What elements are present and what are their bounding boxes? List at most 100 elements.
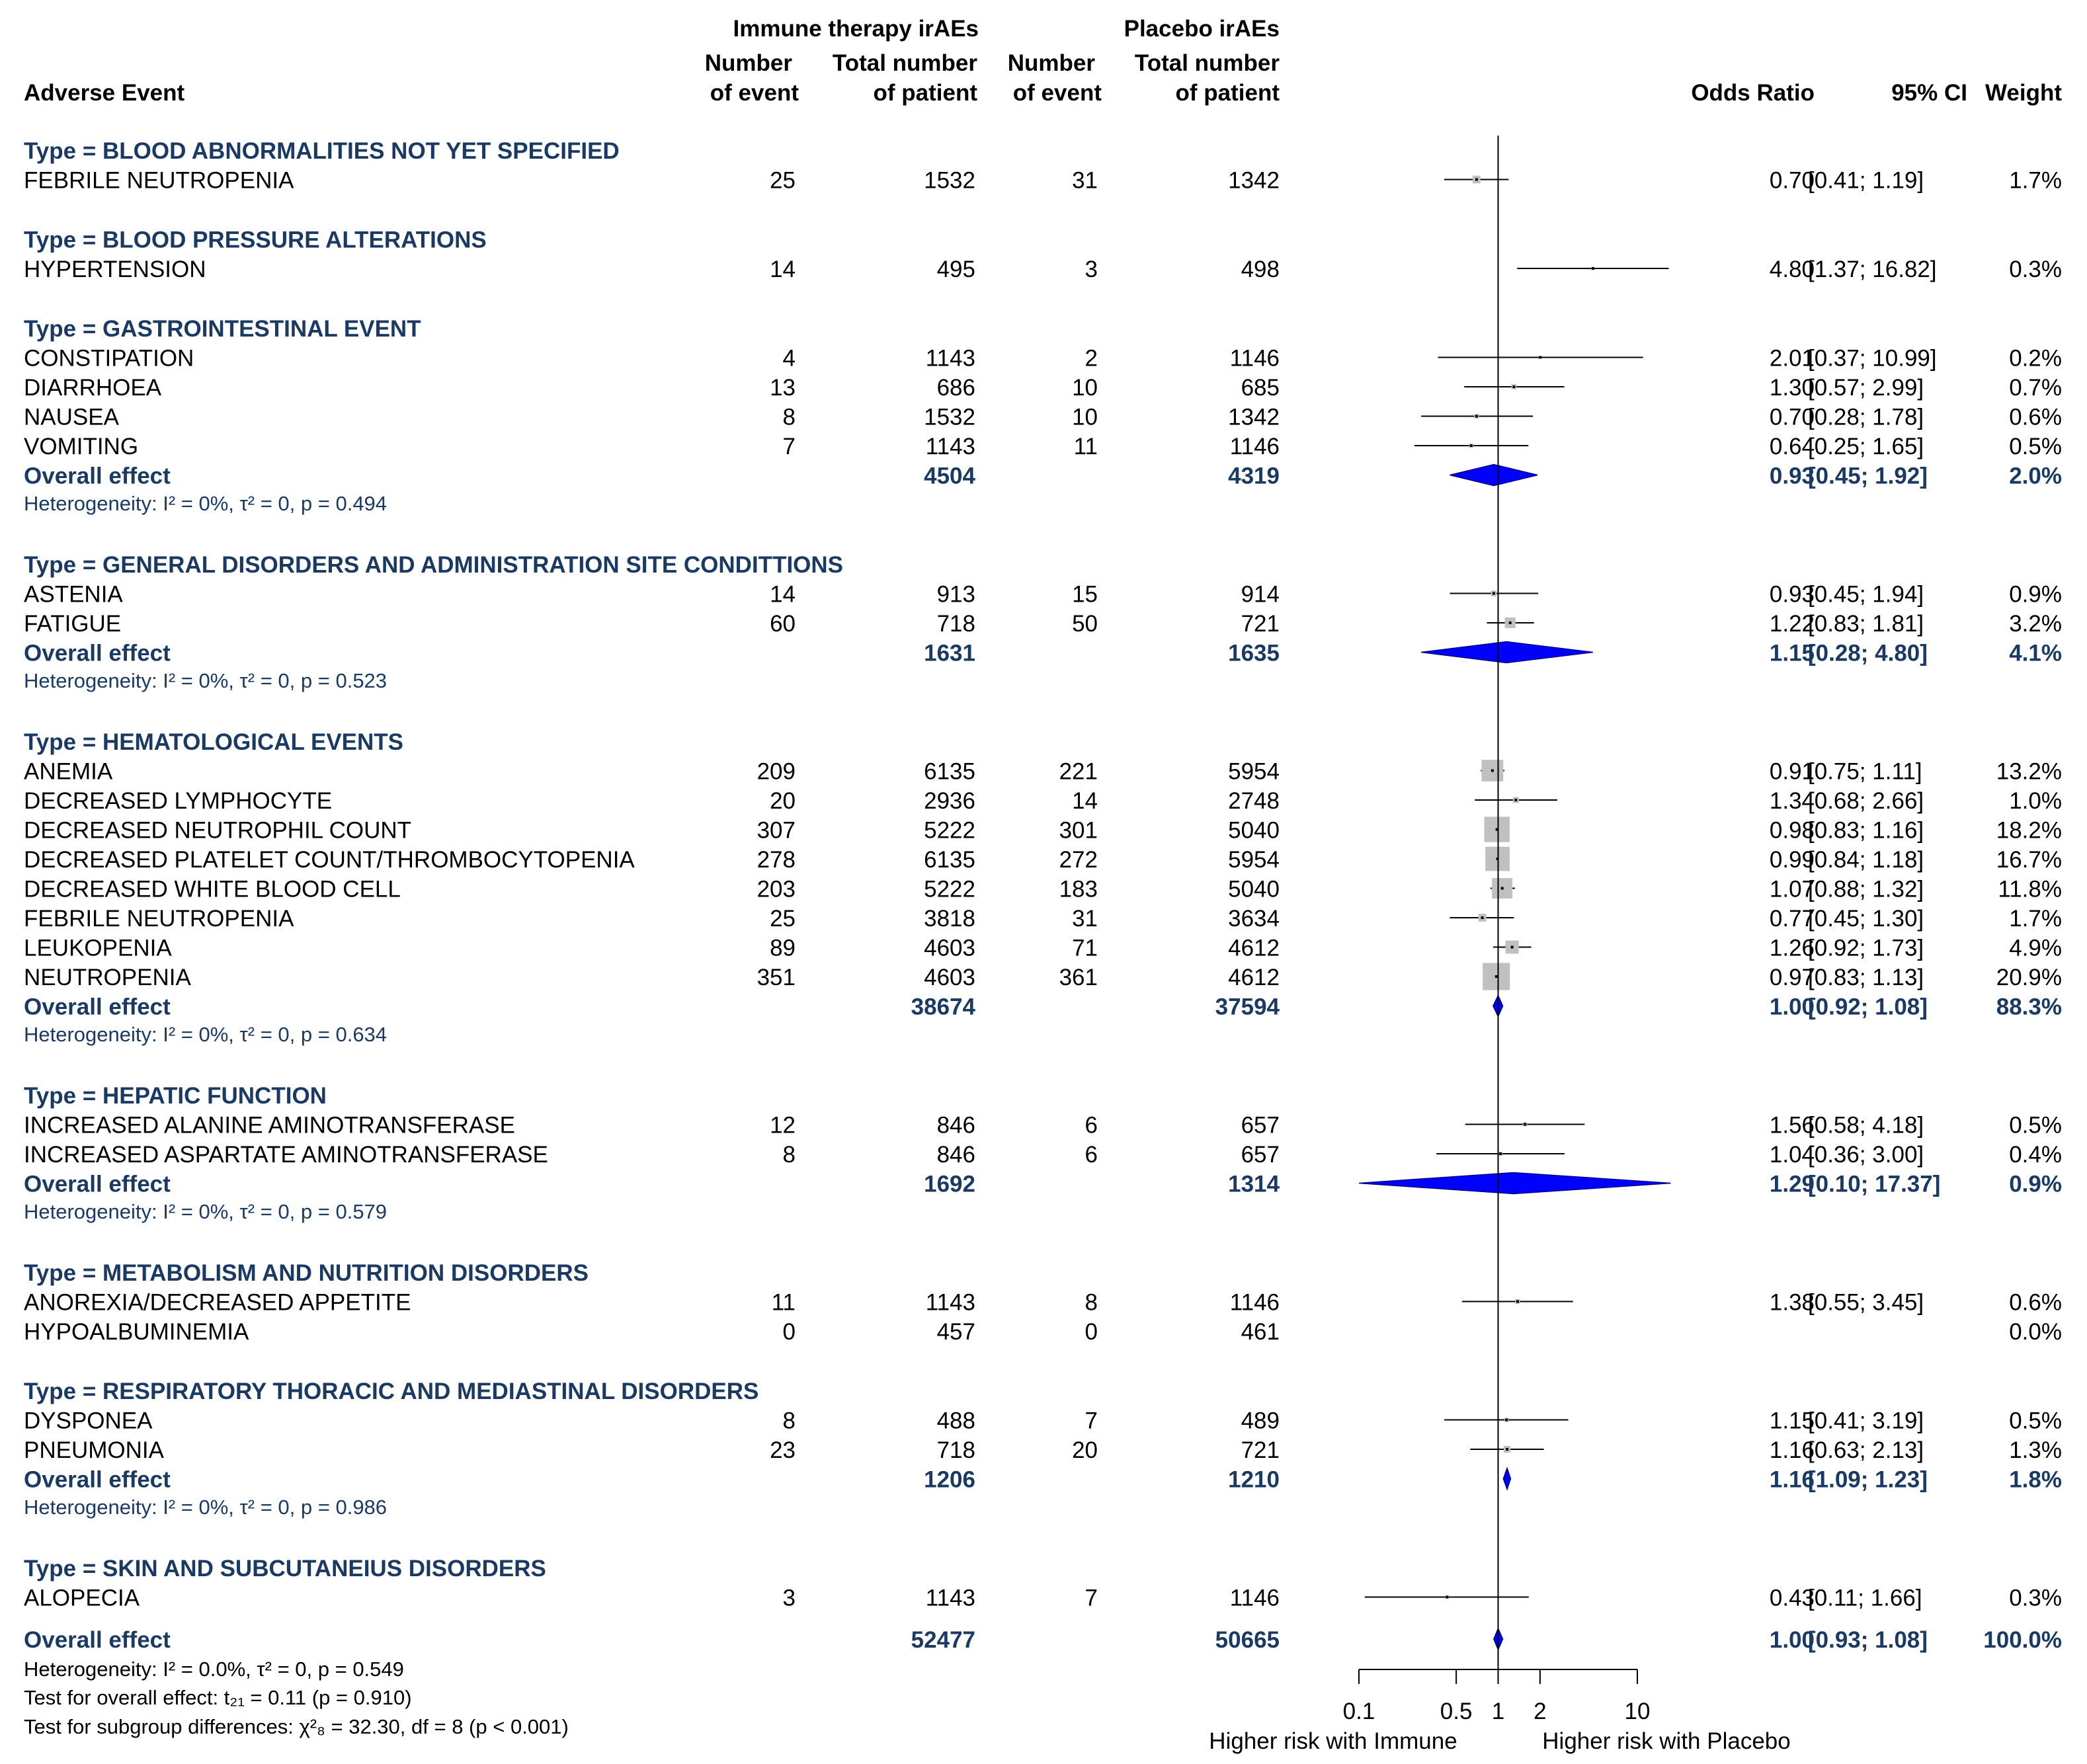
- odds-ratio-value: 0.70: [1770, 405, 1815, 430]
- placebo-total: 461: [1241, 1319, 1280, 1345]
- weight-value: 0.9%: [2009, 582, 2062, 608]
- placebo-events: 361: [1059, 965, 1098, 990]
- placebo-events: 7: [1085, 1585, 1098, 1611]
- immune-events: 25: [770, 906, 796, 932]
- ci-value: [0.55; 3.45]: [1808, 1290, 1924, 1316]
- group-title: Type = GASTROINTESTINAL EVENT: [24, 316, 421, 342]
- subgroup-ci: [0.92; 1.08]: [1808, 994, 1928, 1020]
- group-title: Type = GENERAL DISORDERS AND ADMINISTRAT…: [24, 552, 843, 578]
- immune-events: 8: [783, 1408, 796, 1434]
- immune-events: 25: [770, 168, 796, 194]
- study-point: [1446, 1595, 1449, 1599]
- study-name: INCREASED ALANINE AMINOTRANSFERASE: [24, 1113, 515, 1139]
- subgroup-overall-label: Overall effect: [24, 994, 171, 1020]
- placebo-events: 15: [1072, 582, 1098, 608]
- subgroup-immune-total: 1692: [924, 1172, 975, 1197]
- placebo-events: 0: [1085, 1319, 1098, 1345]
- overall-odds-ratio: 1.00: [1770, 1627, 1815, 1653]
- immune-total: 457: [937, 1319, 975, 1345]
- subgroup-immune-total: 4504: [924, 463, 975, 489]
- placebo-events: 50: [1072, 611, 1098, 637]
- immune-total-header-line1: Total number: [833, 50, 977, 76]
- placebo-total-header-line1: Total number: [1135, 50, 1280, 76]
- subgroup-weight: 1.8%: [2009, 1467, 2062, 1493]
- subgroup-diamond: [1358, 1172, 1671, 1195]
- placebo-total: 1146: [1230, 346, 1280, 372]
- placebo-total: 657: [1241, 1113, 1280, 1139]
- overall-effect-label: Overall effect: [24, 1627, 171, 1653]
- immune-events: 0: [783, 1319, 796, 1345]
- placebo-total: 914: [1241, 582, 1280, 608]
- weight-value: 0.5%: [2009, 434, 2062, 460]
- immune-events: 209: [757, 759, 796, 785]
- overall-heterogeneity: Heterogeneity: I² = 0.0%, τ² = 0, p = 0.…: [24, 1658, 404, 1681]
- placebo-total: 498: [1241, 257, 1280, 282]
- study-name: ASTENIA: [24, 582, 123, 608]
- study-point: [1539, 356, 1542, 359]
- immune-total: 6135: [924, 759, 975, 785]
- immune-total: 4603: [924, 936, 975, 961]
- immune-total: 4603: [924, 965, 975, 990]
- subgroup-heterogeneity: Heterogeneity: I² = 0%, τ² = 0, p = 0.57…: [24, 1200, 387, 1223]
- immune-total: 488: [937, 1408, 975, 1434]
- group-title: Type = HEPATIC FUNCTION: [24, 1083, 327, 1109]
- odds-ratio-value: 1.38: [1770, 1290, 1815, 1316]
- placebo-total: 1342: [1228, 168, 1280, 194]
- subgroup-odds-ratio: 1.29: [1770, 1172, 1815, 1197]
- immune-events: 14: [770, 257, 796, 282]
- study-point: [1512, 385, 1516, 388]
- study-name: DECREASED PLATELET COUNT/THROMBOCYTOPENI…: [24, 847, 635, 873]
- odds-ratio-value: 1.07: [1770, 877, 1815, 902]
- weight-header: Weight: [1985, 80, 2062, 106]
- ci-value: [0.25; 1.65]: [1808, 434, 1924, 460]
- group-title: Type = BLOOD ABNORMALITIES NOT YET SPECI…: [24, 138, 620, 164]
- study-point: [1491, 769, 1494, 772]
- placebo-group-header: Placebo irAEs: [1124, 16, 1280, 42]
- odds-ratio-value: 2.01: [1770, 346, 1815, 372]
- weight-value: 0.5%: [2009, 1408, 2062, 1434]
- weight-value: 3.2%: [2009, 611, 2062, 637]
- group-title: Type = SKIN AND SUBCUTANEIUS DISORDERS: [24, 1556, 546, 1582]
- placebo-events: 71: [1072, 936, 1098, 961]
- immune-events: 20: [770, 788, 796, 814]
- subgroup-overall-label: Overall effect: [24, 1467, 171, 1493]
- ci-value: [0.41; 1.19]: [1808, 168, 1924, 194]
- ci-value: [0.58; 4.18]: [1808, 1113, 1924, 1139]
- ci-value: [0.45; 1.94]: [1808, 582, 1924, 608]
- study-name: DECREASED NEUTROPHIL COUNT: [24, 818, 411, 844]
- immune-total: 1143: [926, 346, 975, 372]
- ci-value: [0.63; 2.13]: [1808, 1437, 1924, 1463]
- study-point: [1506, 1448, 1509, 1451]
- study-point: [1505, 1418, 1508, 1422]
- ci-value: [0.88; 1.32]: [1808, 877, 1924, 902]
- ci-value: [0.28; 1.78]: [1808, 405, 1924, 430]
- weight-value: 1.7%: [2009, 906, 2062, 932]
- placebo-events: 221: [1059, 759, 1098, 785]
- weight-value: 13.2%: [1996, 759, 2062, 785]
- placebo-events: 8: [1085, 1290, 1098, 1316]
- odds-ratio-value: 0.98: [1770, 818, 1815, 844]
- odds-ratio-value: 0.97: [1770, 965, 1815, 990]
- weight-value: 4.9%: [2009, 936, 2062, 961]
- subgroup-weight: 2.0%: [2009, 463, 2062, 489]
- study-name: HYPERTENSION: [24, 257, 206, 282]
- group-title: Type = BLOOD PRESSURE ALTERATIONS: [24, 227, 487, 253]
- odds-ratio-value: 0.99: [1770, 847, 1815, 873]
- study-name: NEUTROPENIA: [24, 965, 191, 990]
- ci-header: 95% CI: [1891, 80, 1967, 106]
- immune-total: 1143: [926, 1290, 975, 1316]
- ci-value: [0.83; 1.81]: [1808, 611, 1924, 637]
- immune-events: 11: [772, 1290, 796, 1316]
- subgroup-overall-label: Overall effect: [24, 641, 171, 666]
- odds-ratio-value: 0.43: [1770, 1585, 1815, 1611]
- study-point: [1516, 1300, 1519, 1303]
- weight-value: 20.9%: [1996, 965, 2062, 990]
- subgroup-weight: 0.9%: [2009, 1172, 2062, 1197]
- weight-value: 0.7%: [2009, 375, 2062, 401]
- ci-value: [0.57; 2.99]: [1808, 375, 1924, 401]
- odds-ratio-value: 0.70: [1770, 168, 1815, 194]
- subgroup-weight: 4.1%: [2009, 641, 2062, 666]
- placebo-events: 183: [1059, 877, 1098, 902]
